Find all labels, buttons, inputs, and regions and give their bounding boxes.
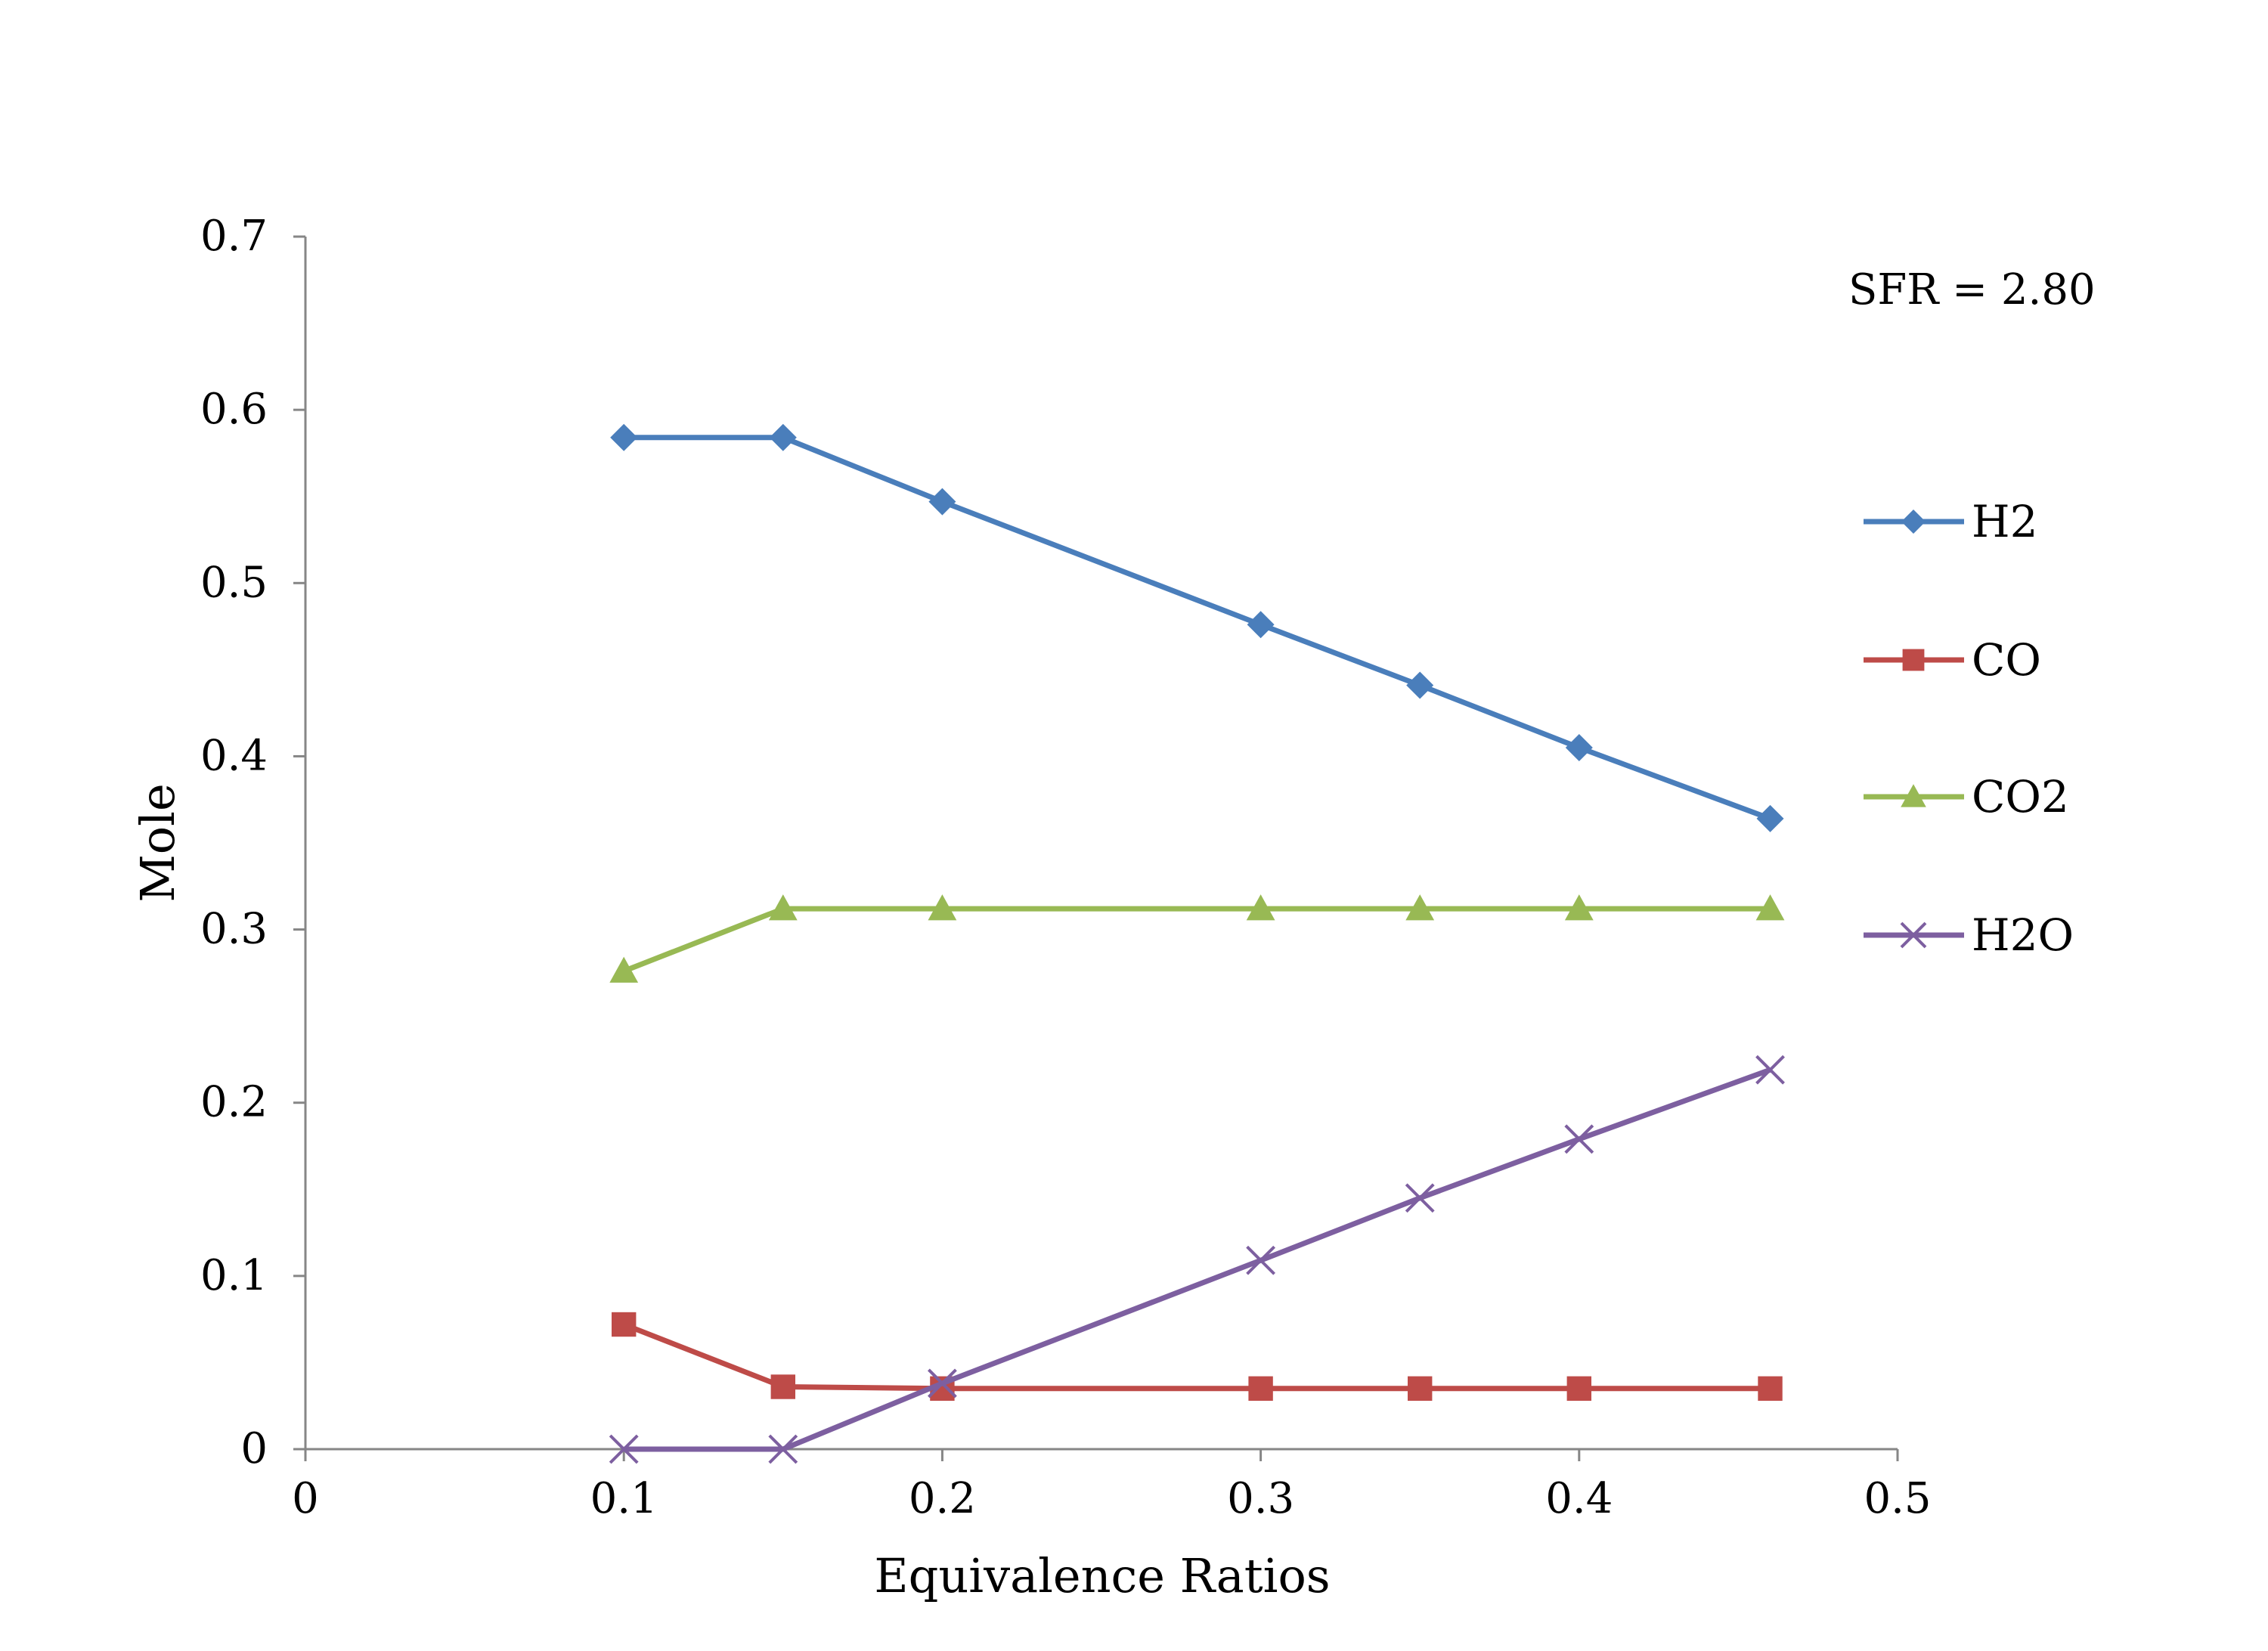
data-point-co2 [1405, 894, 1435, 921]
x-tick-label: 0 [292, 1474, 319, 1523]
x-tick-label: 0.4 [1545, 1474, 1613, 1523]
data-point-h2 [1406, 671, 1434, 699]
y-tick-label: 0.1 [200, 1251, 268, 1300]
data-point-co2 [1564, 894, 1594, 921]
data-point-co [1758, 1376, 1783, 1401]
legend: H2 CO CO2 H2O [1864, 496, 2074, 961]
data-point-h2o [768, 1434, 798, 1464]
data-point-h2 [1756, 804, 1784, 832]
legend-label-h2: H2 [1972, 496, 2037, 547]
legend-label-h2o: H2O [1972, 909, 2074, 961]
data-point-h2o [1564, 1124, 1594, 1154]
x-axis-label: Equivalence Ratios [874, 1548, 1330, 1603]
data-point-h2 [928, 488, 956, 516]
x-tick-label: 0.5 [1864, 1474, 1931, 1523]
data-point-co [1408, 1376, 1433, 1401]
data-point-h2 [769, 423, 797, 451]
legend-item-h2: H2 [1864, 496, 2037, 547]
data-point-h2o [1246, 1245, 1276, 1275]
data-point-h2 [610, 423, 638, 451]
legend-marker-co2 [1901, 784, 1926, 807]
legend-label-co: CO [1972, 634, 2041, 686]
series-line-h2o [624, 1067, 1771, 1452]
y-tick-label: 0.6 [200, 385, 268, 434]
y-tick-label: 0.4 [200, 731, 268, 780]
data-point-h2o [609, 1434, 639, 1464]
data-point-h2o [1755, 1055, 1785, 1085]
x-tick-label: 0.2 [909, 1474, 976, 1523]
y-tick-label: 0.3 [200, 905, 268, 954]
data-point-co2 [1246, 894, 1275, 921]
data-point-co [612, 1312, 637, 1337]
legend-item-co2: CO2 [1864, 771, 2069, 822]
data-point-co2 [768, 894, 798, 921]
series-line-co [622, 1321, 1771, 1392]
legend-marker-h2o [1900, 922, 1927, 949]
data-point-h2 [1247, 611, 1275, 639]
y-axis-label: Mole [130, 783, 185, 902]
y-tick-label: 0.2 [200, 1078, 268, 1127]
y-tick-label: 0 [240, 1424, 268, 1473]
data-point-co2 [609, 956, 639, 983]
data-point-h2 [1565, 733, 1593, 761]
data-point-co [1248, 1376, 1273, 1401]
y-tick-label: 0.5 [200, 558, 268, 607]
y-tick-label: 0.7 [200, 212, 268, 261]
legend-marker-h2 [1901, 510, 1926, 534]
data-point-co [770, 1374, 795, 1399]
axes [304, 237, 1898, 1451]
data-point-h2o [1405, 1183, 1435, 1213]
legend-marker-co [1902, 649, 1925, 671]
series-line-h2 [624, 435, 1771, 822]
series-co2 [609, 894, 1785, 983]
data-point-h2o [927, 1368, 957, 1399]
annotation: SFR = 2.80 [1848, 265, 2096, 314]
series-h2 [610, 423, 1784, 832]
data-point-co2 [928, 894, 957, 921]
series [609, 423, 1785, 1464]
data-point-co2 [1755, 894, 1785, 921]
legend-item-h2o: H2O [1864, 909, 2074, 961]
ticks: 0 0.1 0.2 0.3 0.4 0.5 0.6 0.7 0 0.1 0.2 0.3 0.4 0.5 [200, 212, 1932, 1523]
x-tick-label: 0.1 [590, 1474, 658, 1523]
legend-item-co: CO [1864, 634, 2041, 686]
legend-label-co2: CO2 [1972, 771, 2069, 822]
x-tick-label: 0.3 [1227, 1474, 1294, 1523]
series-co [612, 1312, 1783, 1401]
series-h2o [609, 1055, 1785, 1464]
data-point-co [1566, 1376, 1591, 1401]
